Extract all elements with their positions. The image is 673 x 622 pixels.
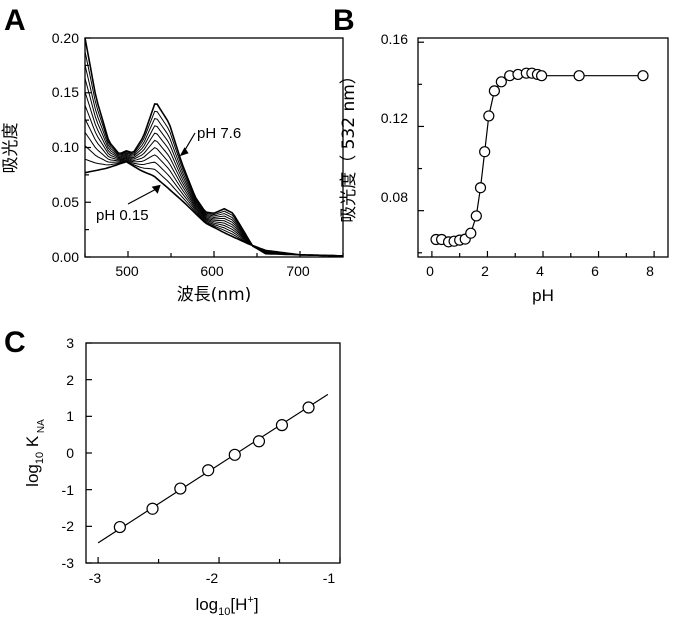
y-tick-label: 0.08: [381, 189, 408, 205]
x-tick-label: -1: [323, 570, 336, 586]
panel-label-b: B: [333, 4, 355, 37]
x-tick-label: 700: [286, 263, 310, 279]
x-tick-label: 6: [591, 263, 599, 279]
x-axis-label: log10[H+]: [195, 594, 258, 618]
y-tick-label: -3: [62, 555, 75, 571]
x-tick-label: 0: [426, 263, 434, 279]
y-tick-label: -1: [62, 482, 75, 498]
x-tick-label: 500: [115, 263, 139, 279]
y-tick-label: 0.10: [52, 139, 79, 155]
data-point: [488, 85, 500, 97]
spectrum-line: [84, 78, 344, 257]
y-tick-label: 1: [66, 408, 74, 424]
spectrum-line: [84, 132, 344, 257]
axis-ticks: [84, 37, 344, 258]
y-axis-label: log10 K NA: [23, 419, 47, 487]
panel-label-a: A: [4, 4, 26, 37]
x-tick-label: -3: [89, 570, 102, 586]
panel-label-c: C: [4, 326, 26, 359]
data-point: [228, 448, 241, 461]
y-tick-label: 0.05: [52, 194, 79, 210]
data-point: [474, 182, 487, 194]
x-tick-label: 4: [536, 263, 544, 279]
y-tick-label: -2: [62, 518, 75, 534]
titration-curve: [436, 72, 643, 243]
x-axis-label: 波長(nm): [177, 285, 252, 305]
data-point: [470, 210, 482, 222]
data-point: [174, 482, 187, 495]
log-k-chart: 3 2 1 0 -1 -2 -3 -3 -2 -1 log10[H+] log1…: [23, 335, 341, 618]
y-tick-label: 0.20: [52, 30, 79, 46]
data-point: [465, 227, 477, 239]
x-axis-label: pH: [532, 286, 554, 305]
data-point: [637, 70, 649, 82]
annotation-arrows: [127, 132, 196, 205]
annotation-low-ph: pH 0.15: [96, 207, 149, 224]
data-point: [146, 502, 159, 515]
y-axis-label: 吸光度（ 532 nm）: [339, 67, 359, 223]
data-points: [113, 401, 315, 534]
data-point: [302, 401, 315, 414]
axis-ticks: [86, 342, 341, 564]
x-tick-label: 8: [646, 263, 654, 279]
data-point: [495, 76, 507, 88]
y-axis-label: 吸光度: [1, 123, 21, 174]
y-tick-label: 0.00: [52, 249, 79, 265]
data-points: [430, 67, 649, 248]
y-tick-label: 0: [66, 445, 74, 461]
annotation-arrow-line: [127, 188, 157, 205]
y-tick-label: 3: [66, 335, 74, 351]
data-point: [573, 70, 585, 82]
data-point: [483, 110, 495, 122]
x-tick-label: 2: [481, 263, 489, 279]
titration-chart: 0.16 0.12 0.08 0 2 4 6 8 pH 吸光度（ 532 nm）: [339, 31, 669, 305]
data-point: [275, 419, 289, 432]
annotation-arrowhead: [151, 184, 161, 194]
x-tick-label: -2: [206, 570, 219, 586]
y-tick-label: 0.15: [52, 84, 79, 100]
data-point: [479, 146, 491, 158]
data-point: [202, 464, 215, 477]
data-point: [536, 70, 548, 82]
annotation-high-ph: pH 7.6: [197, 125, 241, 142]
y-tick-label: 2: [66, 372, 74, 388]
data-point: [252, 435, 266, 448]
y-tick-label: 0.12: [381, 110, 408, 126]
axis-ticks: [418, 41, 655, 257]
annotation-arrowhead: [179, 147, 189, 157]
spectrum-line: [84, 91, 344, 257]
x-tick-label: 600: [200, 263, 224, 279]
spectrum-chart: 0.20 0.15 0.10 0.05 0.00 500 600 700 波長(…: [1, 30, 344, 305]
data-point: [113, 520, 126, 534]
y-tick-label: 0.16: [381, 31, 408, 47]
